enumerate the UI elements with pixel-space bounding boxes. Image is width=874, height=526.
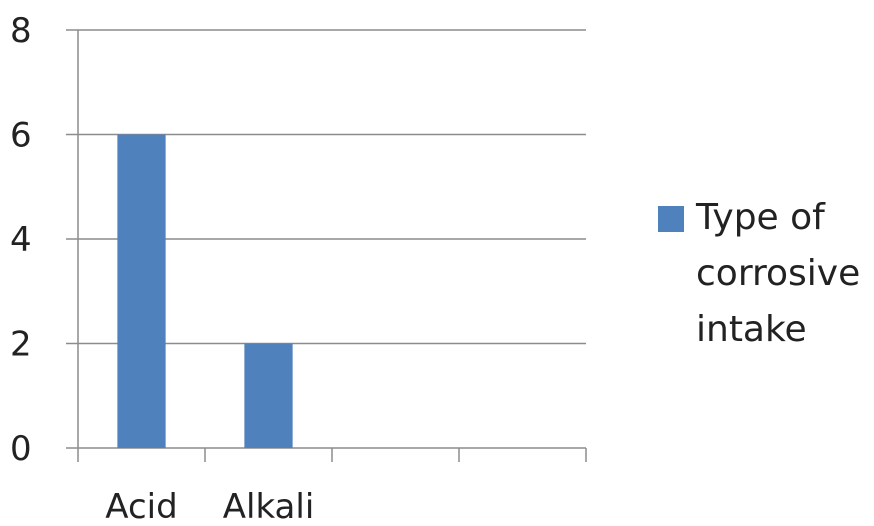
y-tick-label: 0	[10, 429, 32, 469]
bar-acid	[117, 134, 166, 448]
x-category-label: Alkali	[223, 487, 315, 526]
y-tick-label: 2	[10, 325, 32, 365]
y-tick-label: 6	[10, 116, 32, 156]
y-tick-label: 4	[10, 220, 32, 260]
x-category-label: Acid	[105, 487, 177, 526]
legend-swatch	[658, 206, 684, 232]
labels: 0 2 4 6 8 Acid Alkali	[10, 11, 314, 526]
bars	[117, 134, 293, 448]
bar-alkali	[244, 343, 293, 448]
legend-label: Type of corrosive intake	[696, 197, 861, 350]
y-tick-label: 8	[10, 11, 32, 51]
